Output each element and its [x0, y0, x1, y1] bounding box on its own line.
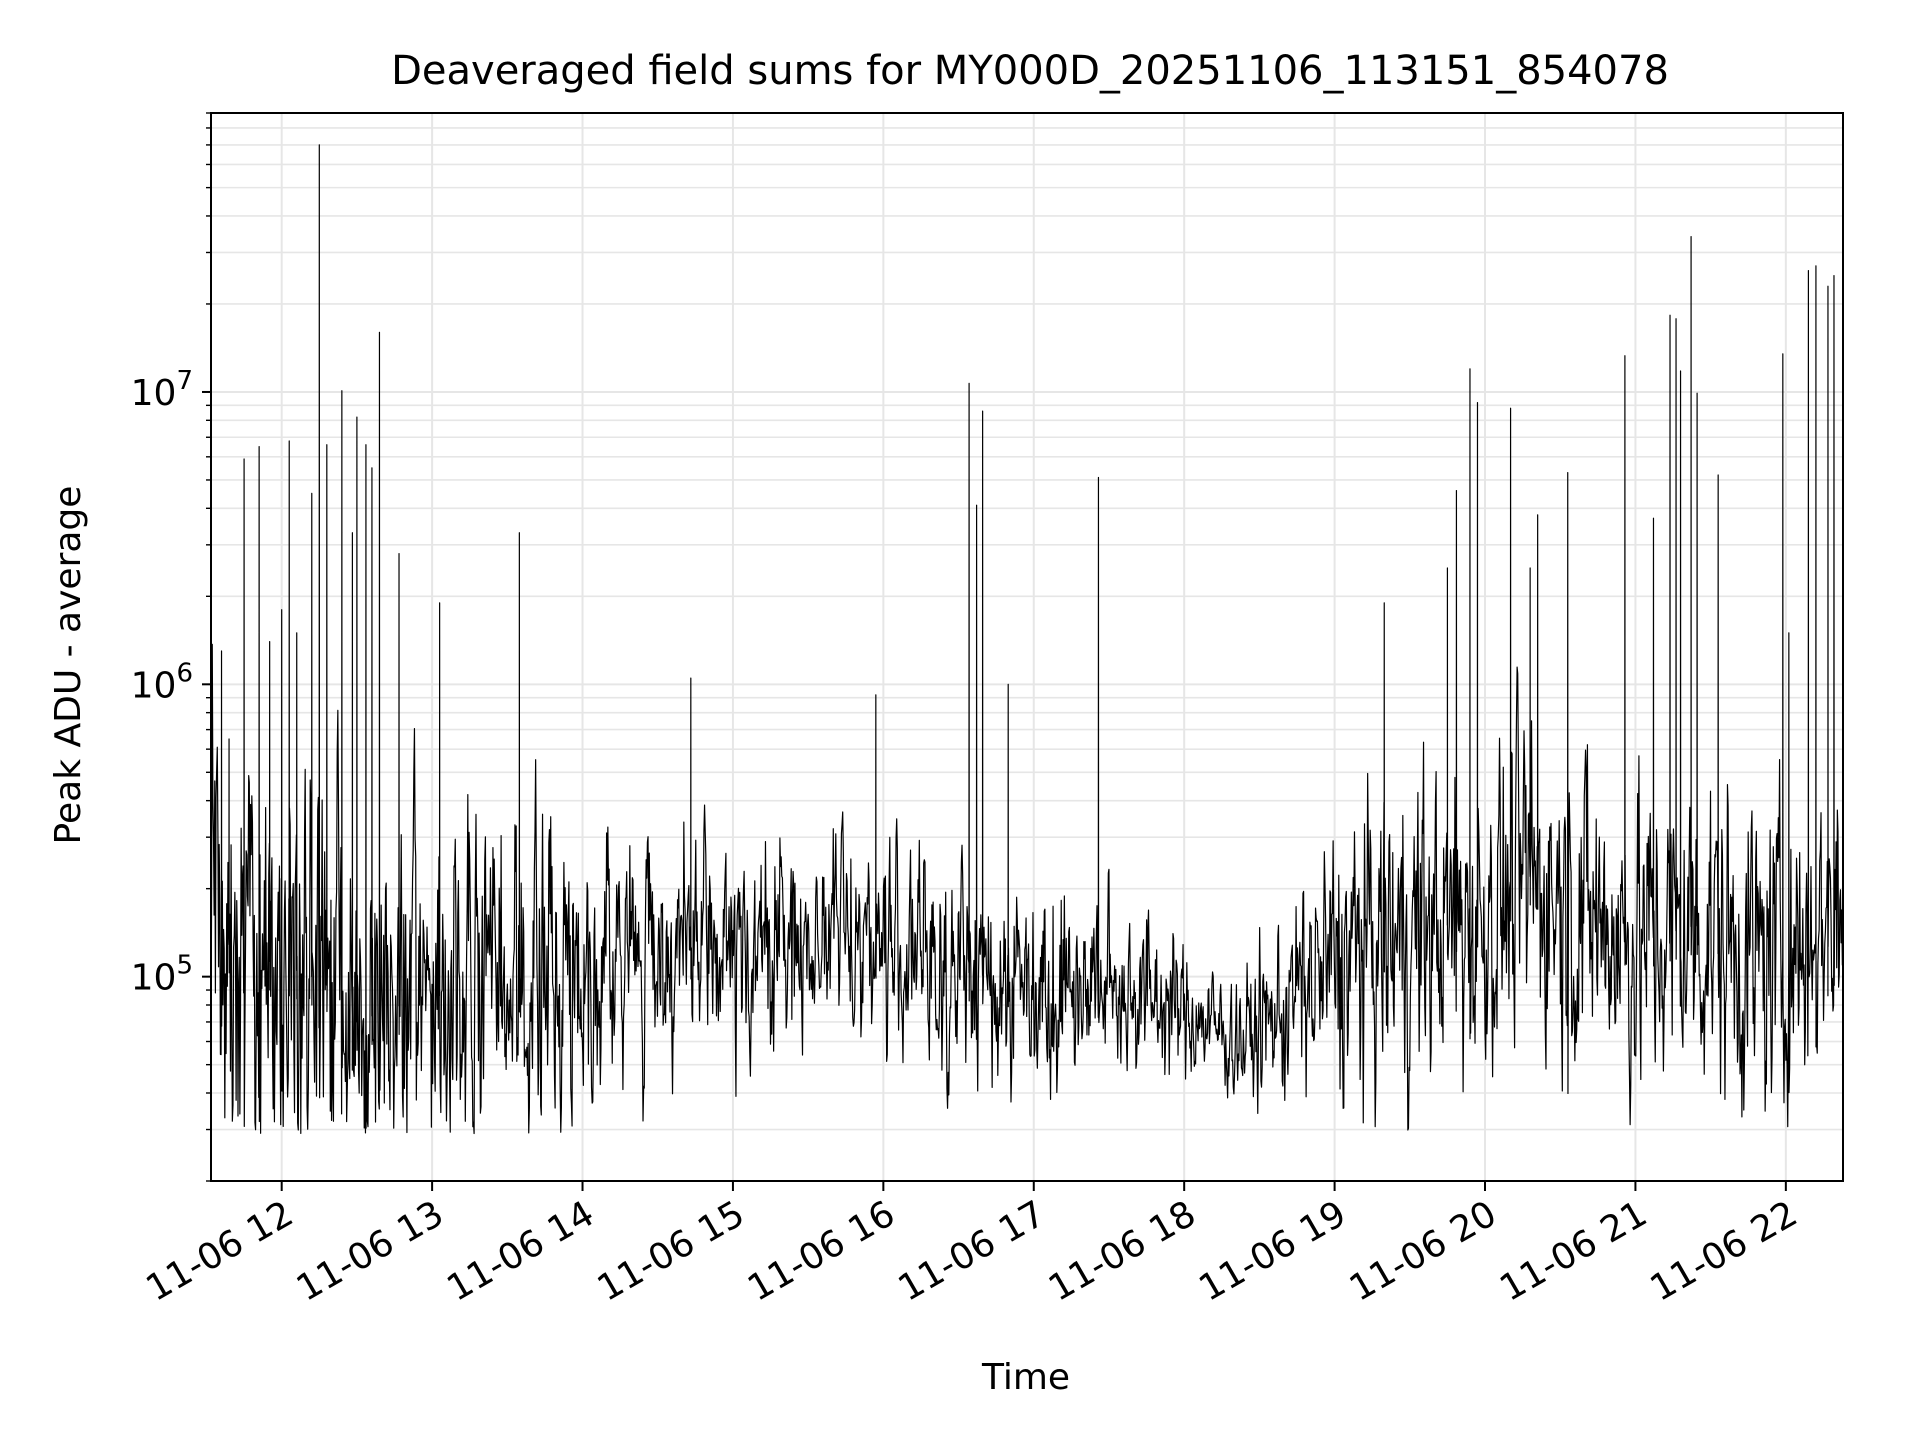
chart-title: Deaveraged field sums for MY000D_2025110… — [391, 48, 1669, 94]
series-line — [211, 144, 1843, 1135]
y-axis: 105 106 107 — [131, 112, 211, 1182]
y-axis-label: Peak ADU - average — [48, 486, 89, 845]
plot-frame — [210, 112, 1844, 1182]
x-axis-label: Time — [981, 1357, 1070, 1398]
plot-region — [211, 144, 1843, 1135]
y-tick-label: 106 — [131, 658, 193, 706]
y-tick-label: 105 — [131, 951, 193, 999]
y-tick-label: 107 — [131, 366, 193, 414]
